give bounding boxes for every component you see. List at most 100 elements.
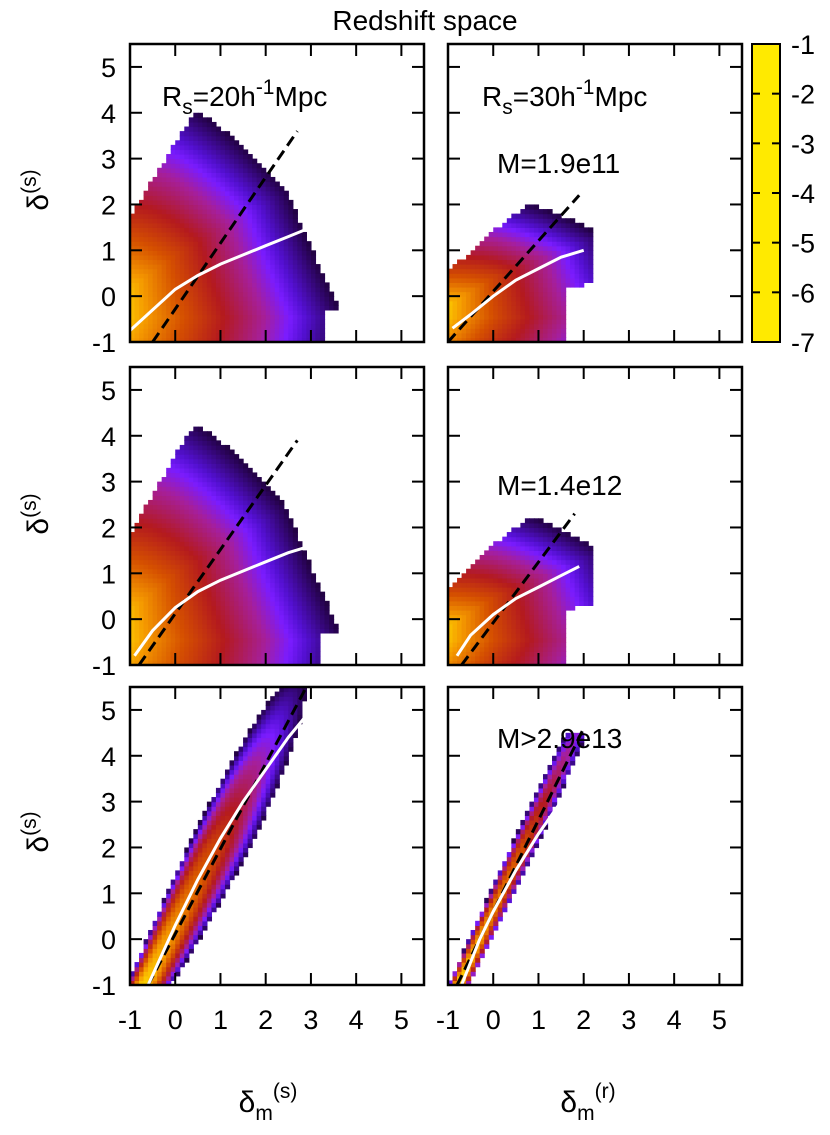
heatmap-cell [215, 449, 222, 455]
heatmap-cell [243, 245, 249, 251]
heatmap-cell [529, 273, 535, 279]
heatmap-cell [506, 642, 512, 648]
heatmap-cell [134, 541, 140, 547]
heatmap-cell [179, 609, 185, 616]
heatmap-cell [184, 319, 190, 325]
heatmap-cell [552, 213, 558, 219]
heatmap-cell [206, 628, 213, 634]
heatmap-cell [175, 628, 181, 634]
heatmap-cell [265, 332, 271, 339]
heatmap-cell [570, 268, 576, 274]
heatmap-cell [179, 227, 185, 233]
heatmap-cell [197, 112, 203, 118]
heatmap-cell [184, 222, 190, 228]
heatmap-cell [220, 532, 226, 538]
heatmap-cell [229, 264, 235, 270]
heatmap-cell [292, 218, 298, 224]
heatmap-cell [161, 337, 167, 342]
heatmap-cell [288, 319, 294, 325]
heatmap-cell [179, 499, 185, 506]
heatmap-cell [515, 337, 521, 342]
heatmap-cell [166, 545, 172, 551]
heatmap-cell [175, 609, 181, 616]
heatmap-cell [211, 477, 217, 483]
heatmap-cell [310, 286, 317, 293]
heatmap-cell [270, 328, 276, 334]
heatmap-cell [170, 314, 176, 320]
heatmap-cell [538, 250, 544, 256]
heatmap-cell [488, 291, 494, 297]
heatmap-cell [502, 646, 508, 652]
heatmap-cell [134, 577, 140, 584]
heatmap-cell [229, 660, 235, 665]
heatmap-cell [306, 605, 312, 611]
heatmap-cell [179, 332, 185, 339]
heatmap-cell [274, 609, 280, 616]
heatmap-cell [457, 582, 463, 588]
heatmap-cell [475, 273, 481, 279]
heatmap-cell [193, 231, 199, 238]
heatmap-cell [297, 642, 303, 648]
heatmap-cell [283, 605, 289, 611]
heatmap-cell [143, 509, 149, 515]
heatmap-cell [193, 154, 199, 160]
heatmap-cell [238, 504, 244, 510]
heatmap-cell [215, 573, 222, 579]
heatmap-cell [157, 328, 163, 334]
heatmap-cell [247, 642, 253, 648]
heatmap-cell [184, 532, 190, 538]
heatmap-cell [533, 596, 540, 602]
heatmap-cell [301, 296, 307, 302]
heatmap-cell [561, 609, 567, 616]
heatmap-cell [170, 596, 176, 602]
heatmap-cell [193, 609, 199, 616]
heatmap-cell [166, 568, 172, 574]
heatmap-cell [234, 509, 240, 515]
heatmap-cell [588, 568, 594, 574]
heatmap-cell [197, 186, 203, 192]
heatmap-cell [506, 541, 512, 547]
heatmap-cell [497, 231, 503, 238]
heatmap-cell [274, 241, 280, 247]
heatmap-cell [556, 337, 562, 342]
heatmap-cell [175, 190, 181, 196]
heatmap-cell [202, 163, 208, 169]
heatmap-cell [202, 614, 208, 620]
heatmap-cell [224, 286, 231, 293]
heatmap-cell [484, 245, 490, 251]
heatmap-cell [238, 277, 244, 283]
heatmap-cell [297, 250, 303, 256]
heatmap-cell [556, 250, 562, 256]
heatmap-cell [220, 486, 226, 492]
heatmap-cell [170, 490, 176, 496]
heatmap-cell [179, 522, 185, 529]
heatmap-cell [511, 600, 517, 606]
heatmap-cell [479, 259, 485, 265]
heatmap-cell [206, 444, 213, 451]
heatmap-cell [143, 559, 149, 565]
heatmap-cell [279, 227, 285, 233]
heatmap-cell [538, 550, 544, 556]
heatmap-cell [252, 314, 258, 320]
heatmap-cell [152, 499, 158, 506]
heatmap-cell [161, 222, 167, 228]
heatmap-cell [238, 596, 244, 602]
heatmap-cell [556, 323, 562, 329]
heatmap-cell [224, 596, 231, 602]
heatmap-cell [515, 541, 521, 547]
heatmap-cell [265, 527, 271, 533]
heatmap-cell [520, 323, 526, 329]
heatmap-cell [188, 231, 194, 238]
heatmap-cell [206, 332, 213, 339]
heatmap-cell [247, 245, 253, 251]
heatmap-cell [238, 467, 244, 474]
heatmap-cell [143, 623, 149, 629]
heatmap-cell [211, 332, 217, 339]
heatmap-cell [265, 609, 271, 616]
heatmap-cell [247, 259, 253, 265]
heatmap-cell [479, 637, 485, 643]
heatmap-cell [279, 309, 285, 316]
heatmap-cell [130, 980, 136, 985]
heatmap-cell [524, 204, 531, 210]
heatmap-cell [243, 332, 249, 339]
